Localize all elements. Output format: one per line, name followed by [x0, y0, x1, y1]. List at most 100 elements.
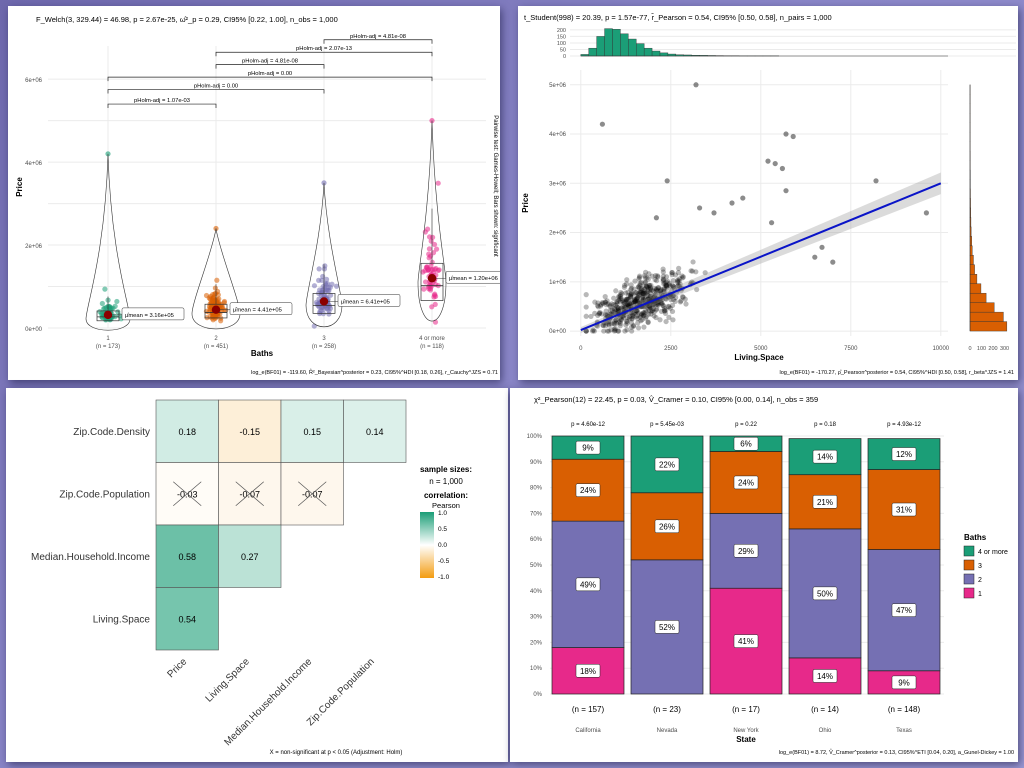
y-tick-label: 60%: [530, 537, 543, 543]
data-point: [633, 308, 640, 314]
data-point: [583, 328, 589, 334]
data-point: [624, 303, 630, 309]
data-point: [623, 290, 629, 296]
data-point: [639, 294, 645, 301]
top-hist-bar: [612, 29, 621, 57]
data-point: [615, 306, 622, 313]
data-point: [643, 290, 649, 296]
data-point: [311, 283, 318, 289]
hist-tick-label: 300: [1000, 346, 1009, 352]
data-point: [613, 320, 620, 326]
data-point: [623, 322, 629, 328]
data-point: [642, 275, 648, 281]
segment-label-box: [575, 483, 601, 497]
data-point: [597, 309, 603, 315]
data-point: [664, 282, 670, 289]
pairwise-label: pHolm-adj = 0.00: [248, 71, 292, 77]
data-point: [432, 293, 439, 300]
y-tick-label: 3e+06: [549, 181, 567, 187]
x-tick-label: 7500: [844, 346, 858, 352]
side-label: Pairwise test: Games-Howell; Bars shown:…: [492, 115, 498, 257]
data-point: [433, 246, 440, 252]
data-point: [662, 308, 668, 314]
data-point: [615, 305, 622, 311]
data-point: [624, 277, 630, 283]
top-hist-bar: [643, 47, 653, 57]
data-point: [635, 298, 641, 305]
row-label: Zip.Code.Population: [59, 489, 150, 500]
data-point: [677, 276, 683, 282]
data-point: [420, 269, 426, 275]
segment-label: 21%: [817, 498, 833, 507]
data-point: [678, 298, 684, 304]
data-point: [642, 308, 649, 314]
hist-tick-label: 50: [560, 47, 566, 53]
legend-title: sample sizes:: [420, 465, 472, 474]
data-point: [326, 287, 332, 294]
p-label: p = 4.93e-12: [887, 422, 922, 428]
data-point: [643, 309, 649, 315]
data-point: [653, 307, 659, 313]
segment-label: 14%: [817, 672, 833, 681]
data-point: [633, 308, 639, 314]
data-point: [653, 286, 660, 292]
data-point: [666, 282, 672, 288]
data-point: [676, 265, 682, 271]
data-point: [642, 295, 648, 301]
data-point: [655, 300, 661, 307]
right-hist-bar: [969, 274, 978, 284]
data-point: [614, 304, 620, 310]
x-tick-label: Nevada: [657, 728, 678, 734]
data-point: [613, 288, 619, 294]
data-point: [638, 311, 645, 317]
correlation-panel: 0.18 -0.15 0.15 0.14 -0.03 -0.07 -0.07 0.58 0.27…: [6, 388, 508, 762]
data-point: [630, 323, 637, 329]
segment-label: 24%: [580, 486, 596, 495]
data-point: [663, 282, 669, 288]
data-point: [640, 312, 647, 318]
data-point: [697, 205, 703, 211]
data-point: [606, 322, 612, 328]
data-point: [617, 319, 623, 325]
data-point: [666, 314, 672, 321]
corr-cell: [280, 399, 344, 463]
x-tick-label: 10000: [932, 346, 949, 352]
data-point: [624, 327, 630, 333]
data-point: [607, 311, 613, 317]
pairwise-bracket: [107, 103, 217, 109]
legend-colorbar: [420, 512, 434, 578]
data-point: [671, 286, 677, 292]
data-point: [107, 304, 113, 310]
data-point: [631, 322, 637, 329]
violin-chart: 0e+00 2e+06 4e+06 6e+06 Price Baths F_Welch(3,…: [15, 15, 500, 376]
scatter-panel: t_Student(998) = 20.39, p = 1.57e-77, r̂…: [518, 6, 1018, 380]
data-point: [676, 278, 682, 284]
y-tick-label: 90%: [530, 460, 543, 466]
data-point: [650, 288, 656, 294]
data-point: [660, 269, 666, 275]
data-point: [662, 310, 669, 317]
data-point: [670, 283, 676, 289]
data-point: [643, 283, 650, 289]
data-point: [614, 298, 620, 305]
data-point: [632, 299, 638, 305]
data-point: [636, 285, 643, 291]
data-point: [603, 302, 609, 308]
data-point: [207, 314, 213, 320]
data-point: [609, 307, 615, 313]
data-point: [647, 304, 653, 310]
x-axis-label: Living.Space: [734, 353, 784, 362]
data-point: [663, 274, 670, 280]
data-point: [669, 270, 675, 276]
data-point: [316, 266, 322, 272]
data-point: [625, 302, 632, 308]
data-point: [669, 272, 675, 278]
segment-label: 14%: [817, 453, 833, 462]
data-point: [656, 285, 662, 291]
data-point: [629, 290, 635, 296]
data-point: [615, 305, 621, 311]
top-hist-bar: [588, 47, 597, 57]
data-point: [648, 287, 655, 293]
data-point: [602, 299, 609, 306]
data-point: [622, 304, 628, 310]
